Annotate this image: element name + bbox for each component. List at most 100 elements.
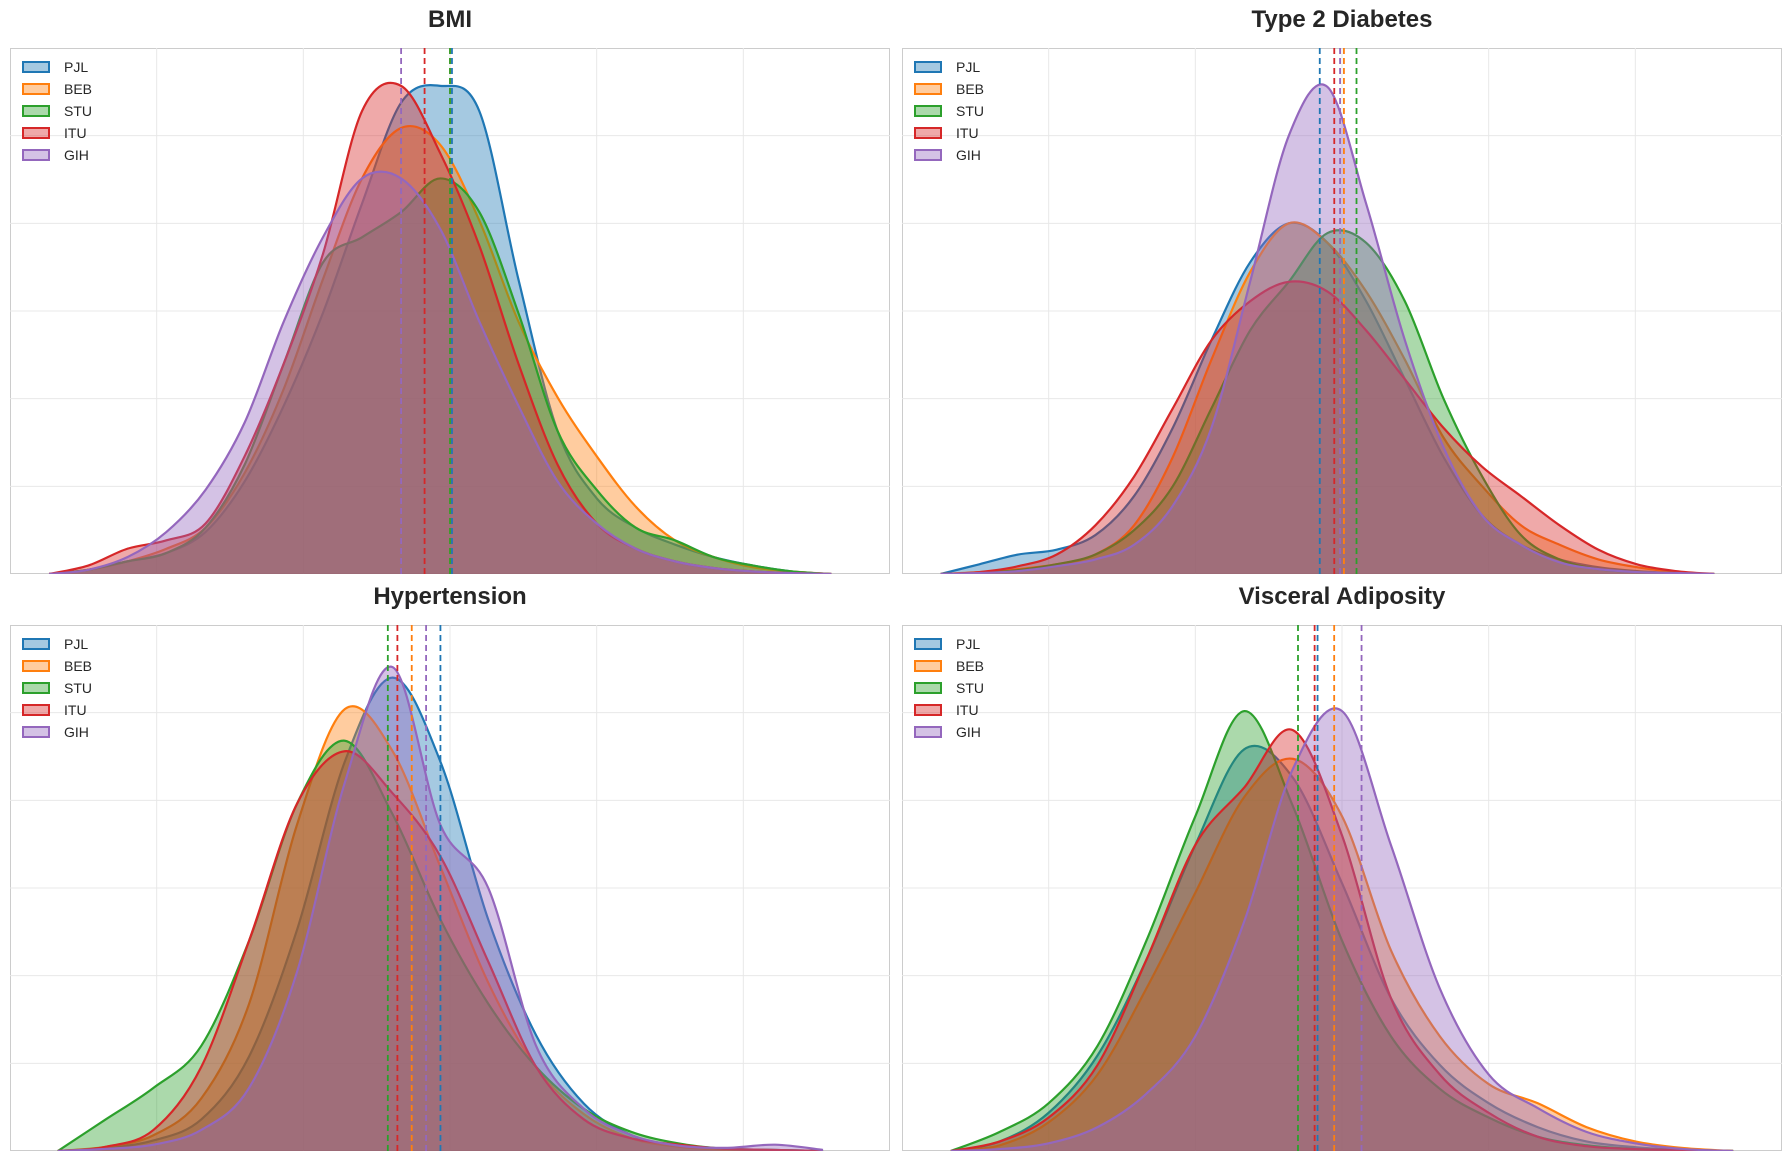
series-gih: [48, 170, 832, 574]
legend-item-itu: ITU: [914, 122, 984, 144]
panel-title: Hypertension: [373, 583, 527, 610]
legend-label: BEB: [64, 658, 93, 674]
density-area-stu: [49, 178, 832, 574]
panel-title: Type 2 Diabetes: [1251, 6, 1433, 33]
legend-swatch: [914, 149, 942, 161]
legend-swatch: [914, 704, 942, 716]
legend-label: ITU: [956, 125, 979, 141]
series-beb: [950, 757, 1734, 1151]
legend-item-beb: BEB: [22, 78, 92, 100]
legend-item-pjl: PJL: [22, 56, 92, 78]
legend-swatch: [22, 660, 50, 672]
legend-label: STU: [956, 680, 984, 696]
legend-swatch: [914, 127, 942, 139]
legend: PJL BEB STU ITU GIH: [914, 56, 984, 166]
legend-swatch: [914, 83, 942, 95]
legend-label: BEB: [956, 81, 985, 97]
density-line-pjl: [48, 84, 832, 574]
density-area-pjl: [57, 677, 824, 1151]
legend-swatch: [22, 704, 50, 716]
density-line-gih: [48, 170, 832, 574]
legend-item-beb: BEB: [914, 655, 984, 677]
legend: PJL BEB STU ITU GIH: [22, 56, 92, 166]
density-area-pjl: [49, 85, 832, 574]
legend-item-pjl: PJL: [914, 633, 984, 655]
legend-swatch: [22, 127, 50, 139]
density-line-itu: [940, 280, 1715, 574]
series-itu: [950, 728, 1734, 1151]
panel-title: BMI: [428, 6, 472, 33]
density-area-beb: [950, 758, 1734, 1151]
density-area-itu: [940, 281, 1715, 574]
panel-title: Visceral Adiposity: [1238, 583, 1446, 610]
panel-hypertension: Hypertension PJL BEB STU ITU GIH: [10, 577, 890, 1153]
density-area-stu: [940, 230, 1715, 574]
legend-swatch: [914, 61, 942, 73]
legend-item-beb: BEB: [914, 78, 984, 100]
legend-swatch: [22, 83, 50, 95]
series-beb: [48, 124, 832, 574]
grid: [902, 625, 1782, 1151]
density-area-pjl: [950, 745, 1734, 1151]
density-line-itu: [950, 728, 1734, 1151]
legend-label: PJL: [956, 59, 981, 75]
density-area-beb: [49, 126, 832, 574]
legend-label: GIH: [956, 147, 981, 163]
legend: PJL BEB STU ITU GIH: [22, 633, 92, 743]
legend-label: GIH: [956, 724, 981, 740]
density-line-gih: [57, 665, 824, 1151]
legend-item-itu: ITU: [22, 122, 92, 144]
legend-item-pjl: PJL: [914, 56, 984, 78]
legend-item-stu: STU: [22, 100, 92, 122]
density-area-gih: [950, 708, 1734, 1151]
legend-label: BEB: [956, 658, 985, 674]
plot-area: [10, 48, 890, 574]
legend-item-stu: STU: [22, 677, 92, 699]
legend-item-gih: GIH: [914, 144, 984, 166]
density-area-itu: [950, 729, 1734, 1151]
density-line-pjl: [950, 744, 1734, 1151]
legend-swatch: [22, 61, 50, 73]
legend-item-stu: STU: [914, 100, 984, 122]
panel-visceral-adiposity: Visceral Adiposity PJL BEB STU ITU GIH: [902, 577, 1782, 1153]
density-area-beb: [940, 222, 1715, 574]
density-line-beb: [950, 757, 1734, 1151]
plot-area: [10, 625, 890, 1151]
legend-label: ITU: [64, 125, 87, 141]
density-line-gih: [940, 83, 1715, 574]
series-stu: [48, 177, 832, 574]
legend-item-pjl: PJL: [22, 633, 92, 655]
legend-swatch: [914, 682, 942, 694]
legend-label: STU: [956, 103, 984, 119]
legend-label: PJL: [956, 636, 981, 652]
series-pjl: [48, 84, 832, 574]
grid: [902, 48, 1782, 574]
legend: PJL BEB STU ITU GIH: [914, 633, 984, 743]
density-area-itu: [57, 751, 824, 1151]
legend-label: PJL: [64, 59, 89, 75]
series-gih: [940, 83, 1715, 574]
legend-swatch: [914, 105, 942, 117]
legend-label: GIH: [64, 147, 89, 163]
legend-label: ITU: [956, 702, 979, 718]
legend-swatch: [914, 726, 942, 738]
legend-label: GIH: [64, 724, 89, 740]
panel-type-2-diabetes: Type 2 Diabetes PJL BEB STU ITU GIH: [902, 0, 1782, 576]
density-area-gih: [940, 84, 1715, 574]
plot-area: [902, 625, 1782, 1151]
legend-swatch: [22, 726, 50, 738]
series-itu: [940, 280, 1715, 574]
legend-item-gih: GIH: [22, 721, 92, 743]
density-area-gih: [49, 171, 832, 574]
legend-item-gih: GIH: [914, 721, 984, 743]
legend-swatch: [22, 638, 50, 650]
density-area-itu: [49, 82, 832, 574]
legend-swatch: [22, 682, 50, 694]
panel-bmi: BMI PJL BEB STU ITU GIH: [10, 0, 890, 576]
legend-label: STU: [64, 103, 92, 119]
legend-item-stu: STU: [914, 677, 984, 699]
density-area-stu: [950, 711, 1734, 1151]
legend-label: ITU: [64, 702, 87, 718]
legend-swatch: [22, 105, 50, 117]
